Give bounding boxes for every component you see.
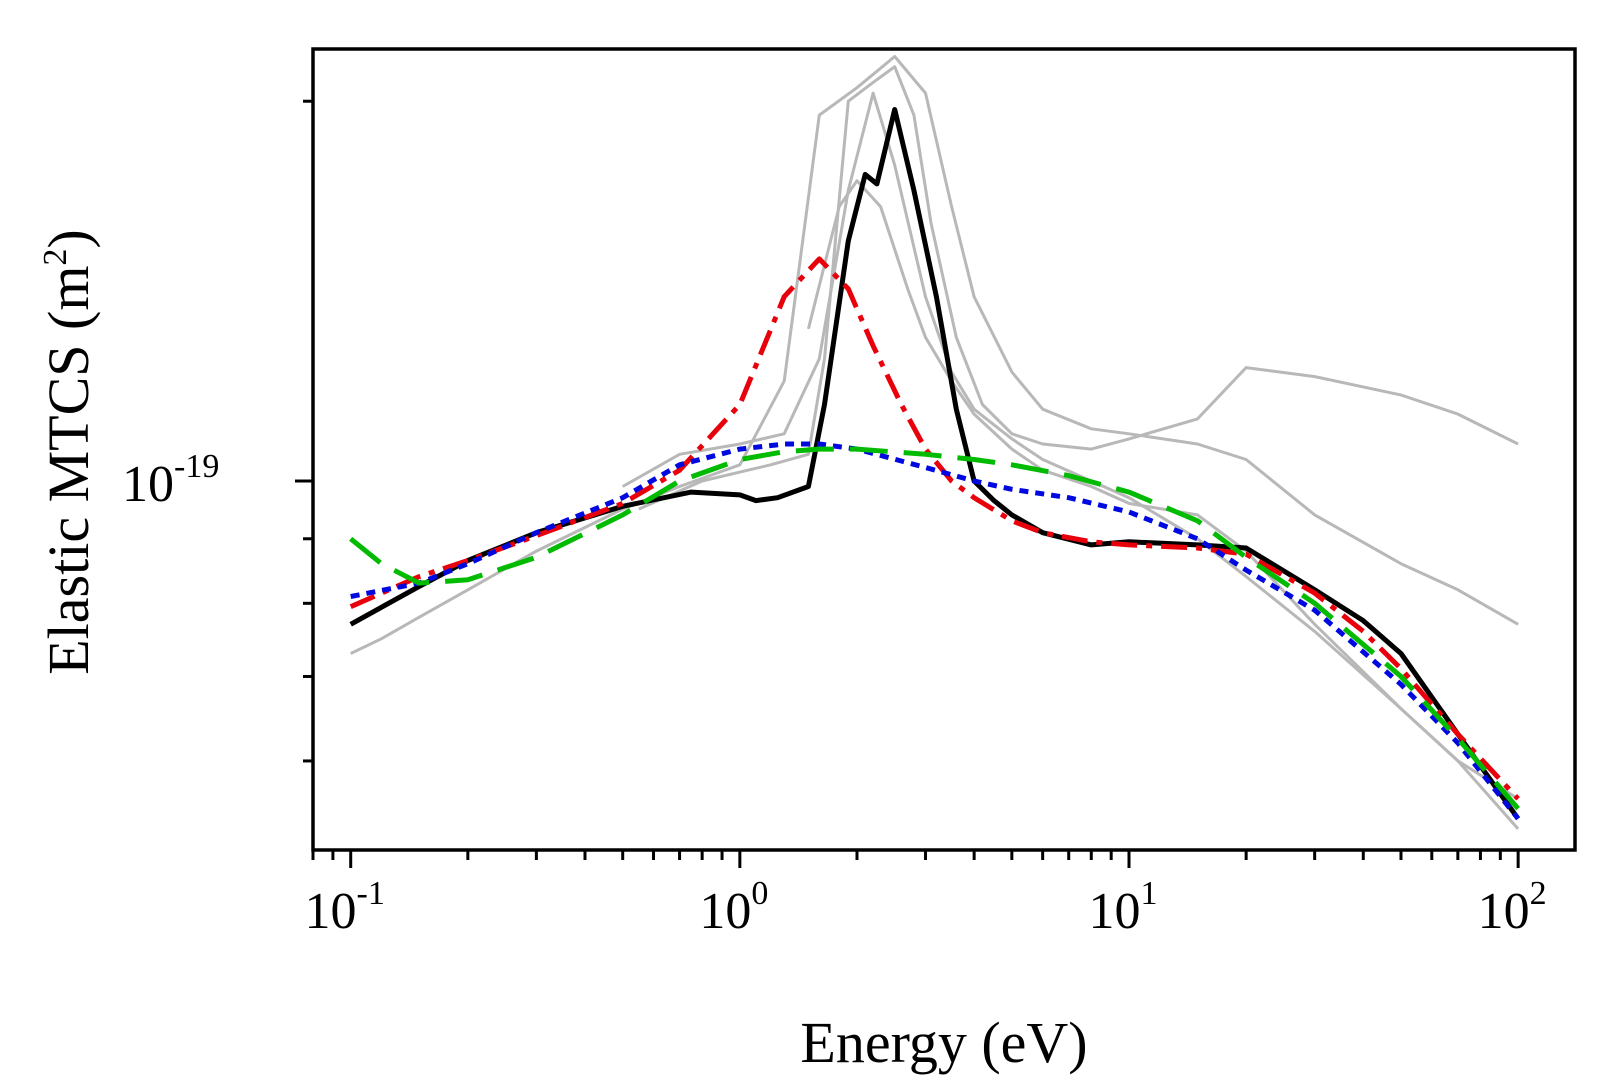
y-axis-title-sup: 2 — [37, 249, 74, 266]
series-layer — [349, 55, 1521, 830]
series-line-reference-4 — [806, 179, 1519, 801]
y-tick-label: 10-19 — [122, 448, 219, 513]
series-line-experiment — [349, 107, 1521, 821]
series-line-reference-2 — [350, 55, 1519, 655]
y-axis-title: Elastic MTCS (m2) — [36, 229, 101, 675]
x-tick-label: 10-1 — [305, 875, 385, 940]
x-tick-label: 100 — [699, 875, 768, 940]
x-tick-label: 102 — [1478, 875, 1547, 940]
y-axis-title-close: ) — [36, 229, 101, 248]
series-line-reference-1 — [638, 65, 1519, 511]
labels-layer: 10-1 100 101 102 10-19 — [122, 448, 1547, 940]
series-line-model-B — [350, 441, 1521, 821]
x-tick-label: 101 — [1088, 875, 1157, 940]
y-axis-title-text: Elastic MTCS (m — [36, 266, 101, 675]
x-axis-title: Energy (eV) — [800, 1010, 1087, 1075]
plot-frame — [311, 47, 1577, 852]
series-line-reference-3 — [621, 91, 1520, 830]
ticks-layer — [295, 99, 1520, 868]
series-line-model-A — [349, 256, 1520, 801]
series-line-model-C — [349, 446, 1520, 811]
